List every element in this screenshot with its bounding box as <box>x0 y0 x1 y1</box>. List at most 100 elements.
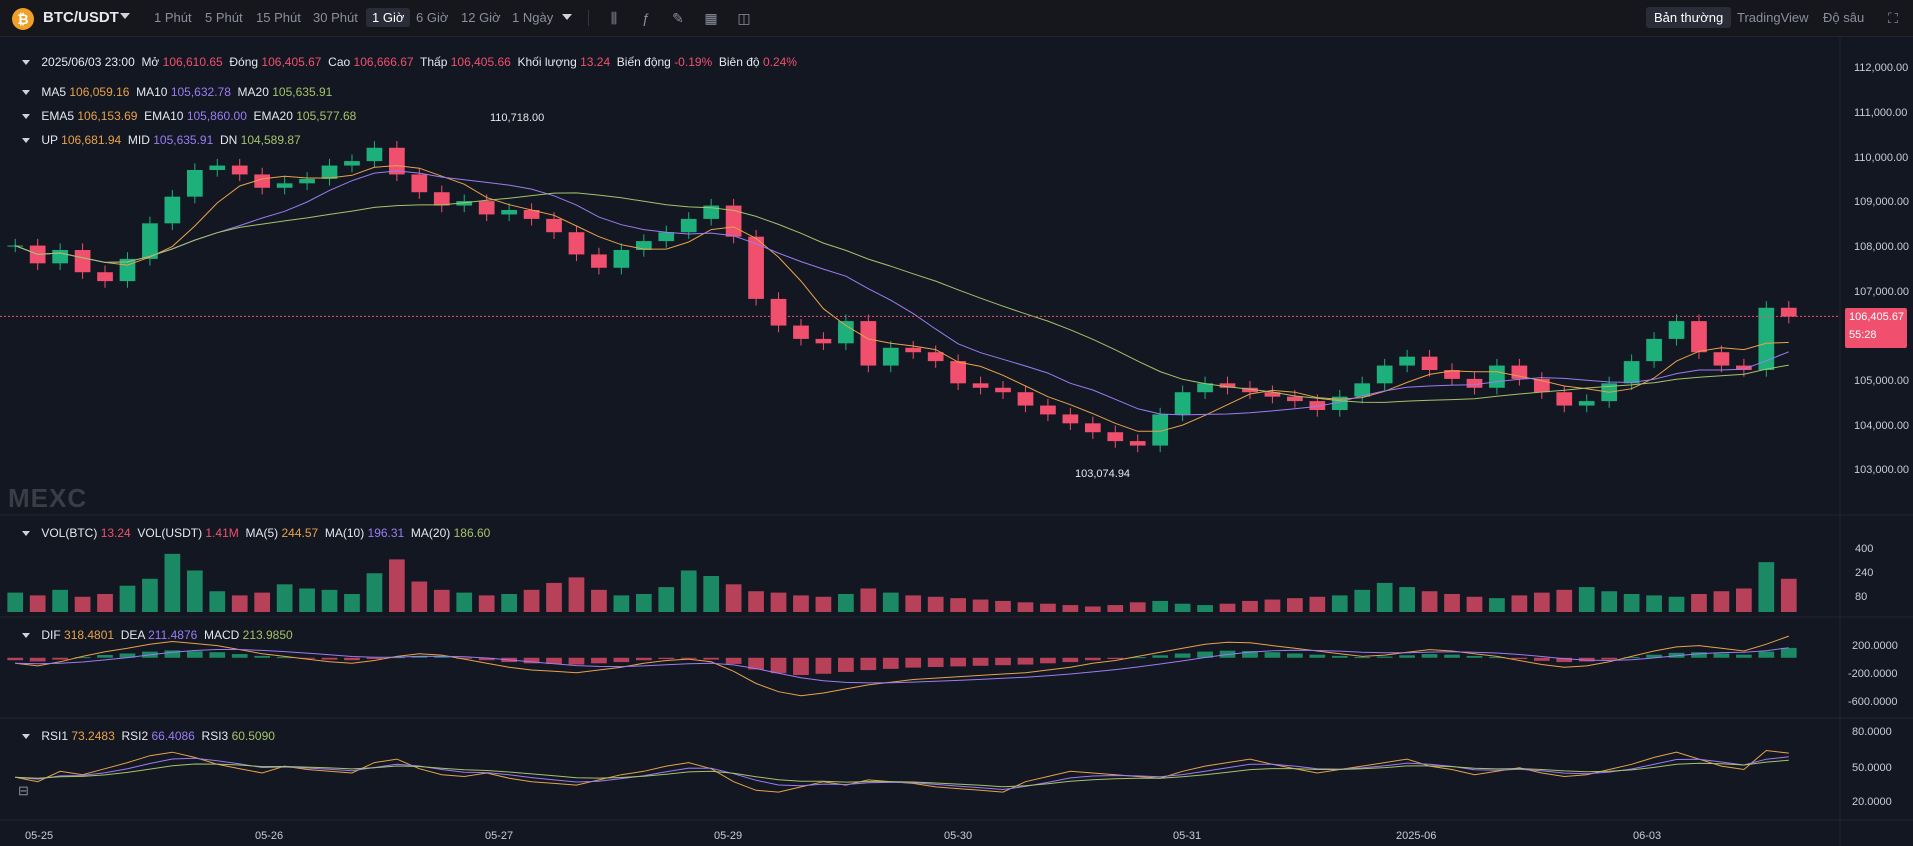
chevron-down-icon[interactable] <box>22 633 30 639</box>
macd-legend: DIF 318.4801 DEA 211.4876 MACD 213.9850 <box>22 628 293 642</box>
candle <box>635 241 652 250</box>
rsi-tick: 20.0000 <box>1852 796 1892 808</box>
macd-bar <box>254 655 271 658</box>
volume-bar <box>164 553 181 612</box>
tf-12h[interactable]: 12 Giờ <box>461 10 501 25</box>
view-tradingview[interactable]: TradingView <box>1737 10 1809 25</box>
candle <box>276 183 293 188</box>
candle <box>1780 307 1797 317</box>
vol-usdt-value: 1.41M <box>205 526 239 540</box>
chevron-down-icon[interactable] <box>22 138 30 144</box>
tf-1h[interactable]: 1 Giờ <box>366 8 411 27</box>
amplitude-label: Biên độ <box>718 55 760 69</box>
macd-bar <box>74 657 91 659</box>
vol-tick: 80 <box>1855 591 1868 603</box>
ma-legend: MA5 106,059.16 MA10 105,632.78 MA20 105,… <box>22 85 332 99</box>
volume-bar <box>1466 596 1483 612</box>
macd-bar <box>52 657 68 660</box>
tf-5m[interactable]: 5 Phút <box>205 10 243 25</box>
chevron-down-icon[interactable] <box>120 13 130 19</box>
macd-bar <box>1174 653 1191 658</box>
tf-6h[interactable]: 6 Giờ <box>416 10 449 25</box>
candle <box>905 347 922 353</box>
view-standard[interactable]: Bản thường <box>1646 7 1732 28</box>
date-tick: 05-27 <box>485 830 514 842</box>
volume-bar <box>1780 578 1797 612</box>
macd-bar <box>838 657 854 672</box>
volume-bar <box>950 598 966 612</box>
boll-legend: UP 106,681.94 MID 105,635.91 DN 104,589.… <box>22 133 301 147</box>
candle <box>1646 338 1662 362</box>
volume-bar <box>142 578 158 612</box>
macd-bar <box>1466 655 1483 658</box>
camera-icon[interactable]: ◫ <box>737 10 751 26</box>
candle <box>7 245 24 247</box>
indicator-icon[interactable]: ƒ <box>642 10 650 26</box>
macd-bar <box>1780 647 1797 658</box>
rsi-tick: 80.0000 <box>1852 726 1892 738</box>
current-price-tag: 106,405.67 55:28 <box>1845 308 1907 348</box>
tf-15m[interactable]: 15 Phút <box>256 10 301 25</box>
rsi1-line <box>15 749 1789 793</box>
chevron-down-icon[interactable] <box>22 90 30 96</box>
chevron-down-icon[interactable] <box>562 14 572 20</box>
date-tick: 2025-06 <box>1396 830 1437 842</box>
divider <box>588 10 589 26</box>
macd-bar <box>680 657 697 659</box>
volume-bar <box>1623 594 1640 612</box>
candle <box>1152 414 1169 446</box>
chevron-down-icon[interactable] <box>22 60 30 66</box>
volume-bar <box>299 588 315 612</box>
candle <box>1601 383 1618 402</box>
volume-bar <box>1489 598 1505 612</box>
date-tick: 05-30 <box>944 830 973 842</box>
candle <box>389 147 405 175</box>
chevron-down-icon[interactable] <box>22 734 30 740</box>
macd-bar <box>748 657 764 670</box>
layout-icon[interactable]: ▦ <box>704 10 718 26</box>
macd-bar <box>950 657 966 667</box>
macd-bar <box>1444 654 1460 658</box>
date-tick: 05-31 <box>1173 830 1202 842</box>
volume-bar <box>1174 603 1191 612</box>
candle <box>299 178 315 184</box>
amplitude-value: 0.24% <box>762 55 797 69</box>
candle <box>433 192 450 206</box>
candle-type-icon[interactable]: ⫼ <box>610 10 618 26</box>
vol-ma10-label: MA(10) <box>324 526 365 540</box>
volume-bar <box>1040 603 1056 612</box>
candle <box>950 361 966 384</box>
volume-bar <box>1242 600 1258 612</box>
candle-countdown: 55:28 <box>1849 329 1877 341</box>
view-depth[interactable]: Độ sâu <box>1823 10 1865 25</box>
scale-toggle-icon[interactable]: ⊟ <box>18 783 29 798</box>
volume-bar <box>1287 598 1303 612</box>
candle <box>995 387 1011 393</box>
price-tick: 103,000.00 <box>1854 464 1910 476</box>
tf-1m[interactable]: 1 Phút <box>154 10 192 25</box>
chevron-down-icon[interactable] <box>22 114 30 120</box>
macd-bar <box>770 657 787 674</box>
chevron-down-icon[interactable] <box>22 531 30 537</box>
macd-bar <box>635 657 652 661</box>
pencil-icon[interactable]: ✎ <box>672 10 684 26</box>
candle <box>1062 414 1079 424</box>
candle <box>478 201 495 215</box>
fullscreen-icon[interactable]: ⛶ <box>1888 10 1898 26</box>
tf-30m[interactable]: 30 Phút <box>313 10 358 25</box>
macd-bar <box>209 652 226 658</box>
price-tick: 107,000.00 <box>1854 286 1910 298</box>
volume-bar <box>748 591 764 612</box>
macd-tick: -600.0000 <box>1848 696 1898 708</box>
macd-bar <box>1309 654 1326 658</box>
tf-1d[interactable]: 1 Ngày <box>512 10 554 25</box>
volume-bar <box>1646 595 1662 612</box>
macd-bar <box>591 657 607 664</box>
volume-bar <box>478 595 495 612</box>
macd-bar <box>793 657 809 676</box>
pair-selector[interactable]: BTC/USDT <box>43 9 119 26</box>
price-tick: 105,000.00 <box>1854 375 1910 387</box>
macd-tick: 200.0000 <box>1852 640 1898 652</box>
macd-bar <box>119 653 136 658</box>
